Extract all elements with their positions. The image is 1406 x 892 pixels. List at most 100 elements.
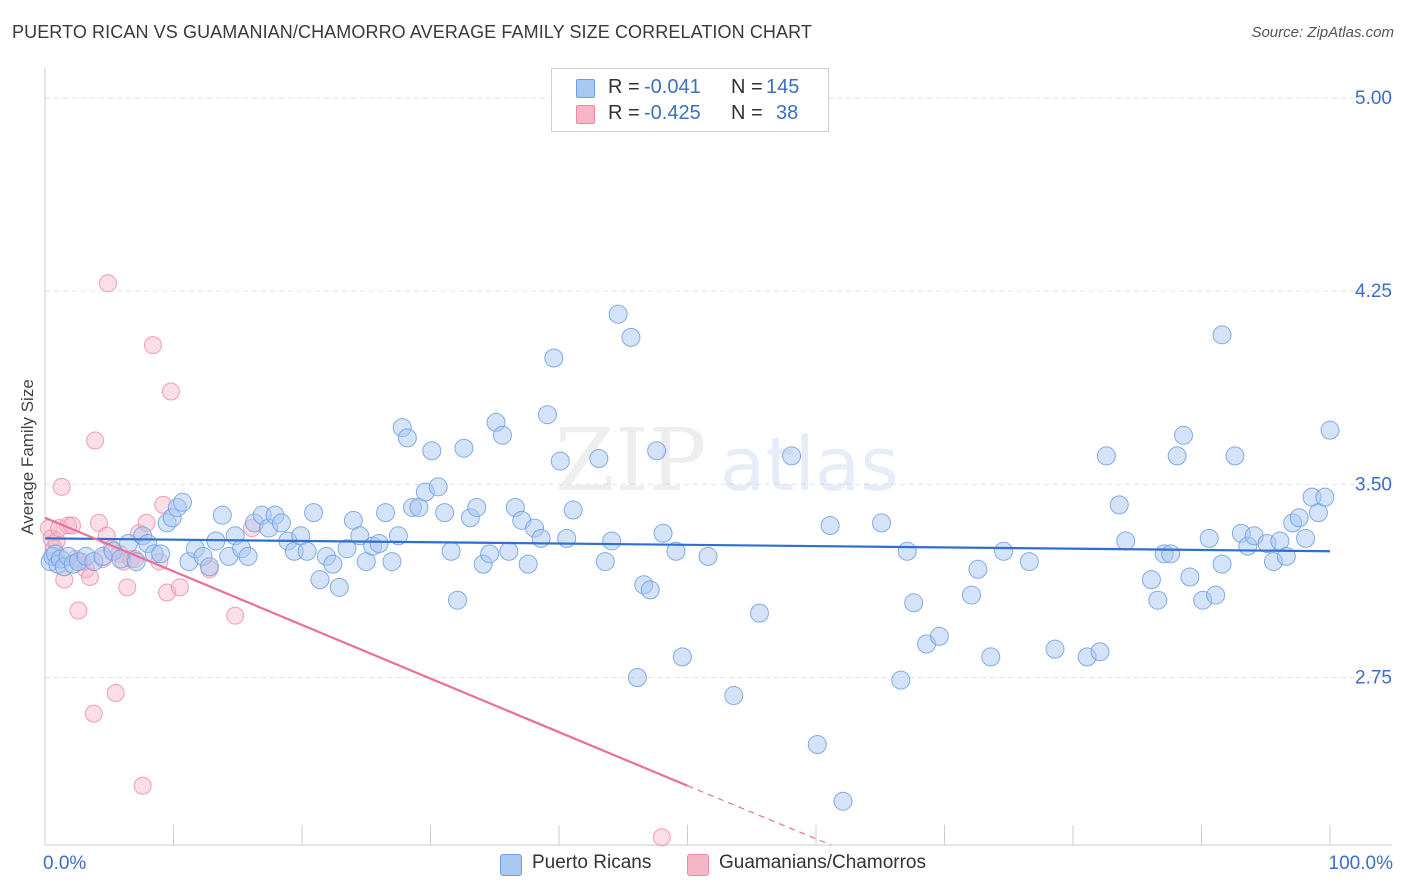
puerto-rican-point — [397, 428, 417, 448]
puerto-rican-point — [441, 541, 461, 561]
puerto-rican-point — [422, 441, 442, 461]
puerto-rican-point — [724, 686, 744, 706]
chart-title: PUERTO RICAN VS GUAMANIAN/CHAMORRO AVERA… — [12, 22, 813, 42]
puerto-rican-point — [1289, 508, 1309, 528]
puerto-rican-point — [1045, 639, 1065, 659]
watermark: ZIP atlas — [555, 411, 899, 511]
puerto-rican-point — [480, 544, 500, 564]
puerto-rican-point — [640, 580, 660, 600]
puerto-rican-point — [550, 451, 570, 471]
bottom-legend-swatch-blue — [500, 854, 522, 876]
puerto-rican-point — [1212, 554, 1232, 574]
x-tick-label-max: 100.0% — [1328, 853, 1393, 874]
puerto-rican-point — [647, 441, 667, 461]
puerto-rican-point — [1320, 420, 1340, 440]
puerto-rican-point — [1225, 446, 1245, 466]
puerto-rican-point — [499, 541, 519, 561]
guamanian-trend-line — [44, 516, 688, 787]
puerto-rican-trend-line — [44, 537, 1331, 553]
puerto-rican-point — [199, 557, 219, 577]
puerto-rican-point — [337, 539, 357, 559]
puerto-rican-point — [608, 304, 628, 324]
puerto-rican-point — [833, 791, 853, 811]
puerto-rican-point — [310, 570, 330, 590]
guamanian-point — [84, 704, 103, 723]
puerto-rican-point — [1109, 495, 1129, 515]
guamanian-point — [86, 431, 105, 450]
puerto-rican-point — [994, 541, 1014, 561]
puerto-rican-point — [1315, 487, 1335, 507]
puerto-rican-point — [151, 544, 171, 564]
stats-legend: R = -0.041 N = 145 R = -0.425 N = 38 — [551, 68, 829, 132]
puerto-rican-point — [653, 523, 673, 543]
puerto-rican-point — [388, 526, 408, 546]
puerto-rican-point — [447, 590, 467, 610]
bottom-legend-swatch-pink — [687, 854, 709, 876]
puerto-rican-point — [1096, 446, 1116, 466]
puerto-rican-point — [1090, 642, 1110, 662]
puerto-rican-point — [563, 500, 583, 520]
puerto-rican-point — [595, 552, 615, 572]
y-axis-title: Average Family Size — [18, 379, 37, 535]
legend-n-value: 145 — [766, 76, 800, 98]
puerto-rican-point — [968, 559, 988, 579]
axes — [44, 67, 1392, 846]
puerto-rican-point — [627, 668, 647, 688]
puerto-rican-point — [428, 477, 448, 497]
legend-n-label: N = — [731, 76, 763, 98]
puerto-rican-point — [698, 546, 718, 566]
puerto-rican-point — [897, 541, 917, 561]
puerto-rican-point — [929, 626, 949, 646]
guamanian-point — [80, 568, 99, 587]
puerto-rican-point — [1212, 325, 1232, 345]
puerto-rican-point — [369, 534, 389, 554]
guamanian-point — [106, 683, 125, 702]
puerto-rican-point — [807, 735, 827, 755]
guamanian-point — [118, 578, 137, 597]
legend-n-label: N = — [731, 102, 763, 124]
puerto-rican-point — [1161, 544, 1181, 564]
puerto-rican-point — [1199, 528, 1219, 548]
puerto-rican-points — [40, 304, 1340, 811]
guamanian-point — [226, 606, 245, 625]
puerto-rican-point — [782, 446, 802, 466]
puerto-rican-point — [297, 541, 317, 561]
guamanian-point — [133, 776, 152, 795]
puerto-rican-point — [350, 526, 370, 546]
puerto-rican-point — [329, 577, 349, 597]
puerto-rican-point — [749, 603, 769, 623]
y-tick-label: 3.50 — [1355, 474, 1392, 495]
puerto-rican-point — [981, 647, 1001, 667]
puerto-rican-point — [544, 348, 564, 368]
puerto-rican-point — [1174, 425, 1194, 445]
legend-swatch-pink — [576, 105, 595, 124]
puerto-rican-point — [666, 541, 686, 561]
puerto-rican-point — [1296, 528, 1316, 548]
watermark-zip: ZIP — [555, 411, 707, 511]
puerto-rican-point — [1180, 567, 1200, 587]
puerto-rican-point — [589, 449, 609, 468]
guamanian-point — [652, 828, 671, 847]
legend-r-label: R = — [608, 76, 640, 98]
bottom-legend-label: Puerto Ricans — [532, 852, 652, 873]
y-tick-label: 5.00 — [1355, 88, 1392, 109]
puerto-rican-point — [271, 513, 291, 533]
puerto-rican-point — [376, 503, 396, 523]
puerto-rican-point — [621, 327, 641, 347]
puerto-rican-point — [891, 670, 911, 690]
grid-lines — [45, 97, 1392, 679]
guamanian-point — [69, 601, 88, 620]
puerto-rican-point — [454, 438, 474, 458]
puerto-rican-point — [435, 503, 455, 523]
puerto-rican-point — [467, 497, 487, 517]
guamanian-point — [98, 274, 117, 293]
puerto-rican-point — [672, 647, 692, 667]
puerto-rican-point — [961, 585, 981, 605]
puerto-rican-point — [531, 528, 551, 548]
puerto-rican-point — [323, 554, 343, 574]
puerto-rican-point — [1141, 570, 1161, 590]
guamanian-point — [143, 336, 162, 355]
puerto-rican-point — [1019, 552, 1039, 572]
puerto-rican-point — [212, 505, 232, 525]
